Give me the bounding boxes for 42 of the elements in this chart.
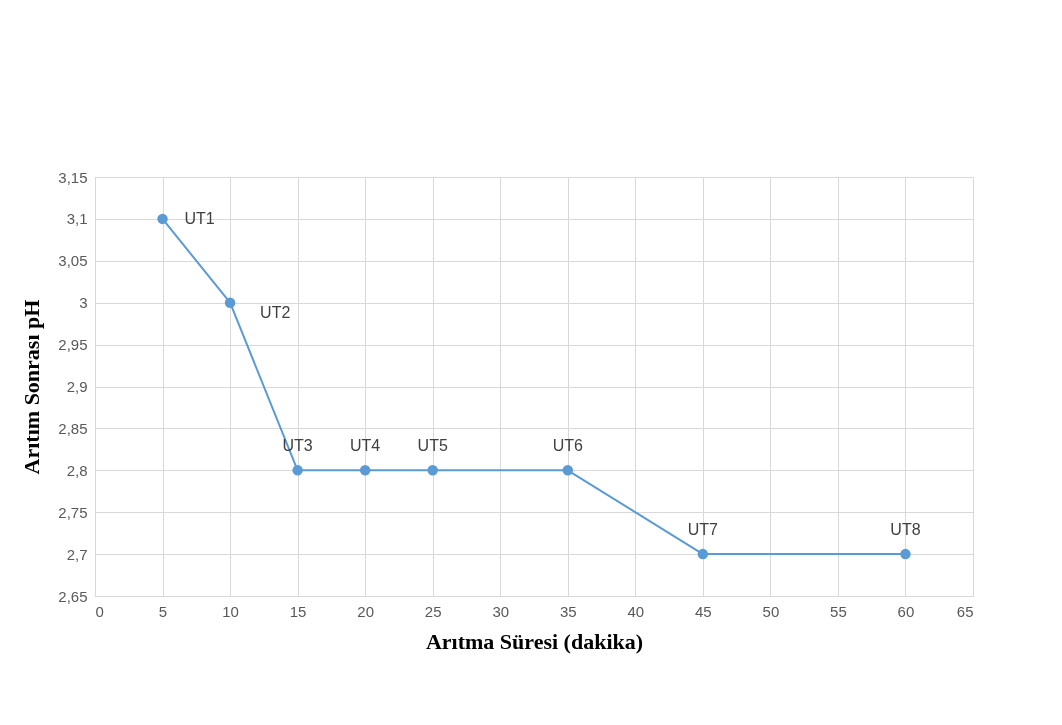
annotation: UT5 — [417, 437, 448, 455]
x-tick-label: 65 — [956, 602, 974, 620]
point — [292, 465, 303, 476]
annotation: UT8 — [890, 521, 921, 539]
annotation: UT2 — [260, 303, 291, 321]
x-tick-label: 10 — [222, 602, 239, 620]
annotation: UT1 — [184, 209, 215, 227]
x-tick-label: 20 — [357, 602, 374, 620]
point — [427, 465, 438, 476]
x-tick-label: 55 — [830, 602, 847, 620]
x-tick-label: 50 — [762, 602, 780, 620]
y-tick-label: 3,05 — [58, 252, 88, 270]
x-tick-label: 25 — [424, 602, 442, 620]
x-tick-label: 5 — [158, 602, 168, 620]
y-tick-label: 2,85 — [58, 419, 88, 437]
point — [562, 465, 574, 476]
y-tick-label: 3 — [79, 294, 88, 312]
x-tick-label: 15 — [289, 602, 307, 620]
annotation: UT7 — [687, 521, 719, 539]
annotation: UT6 — [552, 437, 583, 455]
point — [224, 297, 236, 308]
y-axis-title: Arıtım Sonrası pH — [19, 299, 45, 475]
x-tick-label: 30 — [492, 602, 510, 620]
annotation: UT4 — [350, 437, 381, 455]
y-tick-label: 3,1 — [66, 210, 88, 228]
point — [900, 548, 911, 560]
y-tick-label: 3,15 — [58, 168, 88, 186]
point — [359, 465, 371, 476]
x-tick-label: 35 — [559, 602, 577, 620]
x-axis-title: Arıtma Süresi (dakika) — [425, 628, 644, 654]
y-tick-label: 2,9 — [66, 378, 88, 395]
point — [697, 548, 709, 560]
y-tick-label: 2,8 — [66, 461, 88, 479]
x-tick-label: 60 — [897, 602, 915, 620]
x-tick-label: 0 — [95, 602, 104, 620]
y-tick-label: 2,7 — [66, 545, 88, 563]
y-tick-label: 2,75 — [58, 503, 88, 521]
point — [157, 213, 168, 225]
y-tick-label: 2,65 — [58, 587, 88, 605]
x-tick-label: 40 — [627, 602, 645, 620]
y-tick-label: 2,95 — [58, 336, 88, 354]
x-tick-label: 45 — [695, 602, 712, 620]
